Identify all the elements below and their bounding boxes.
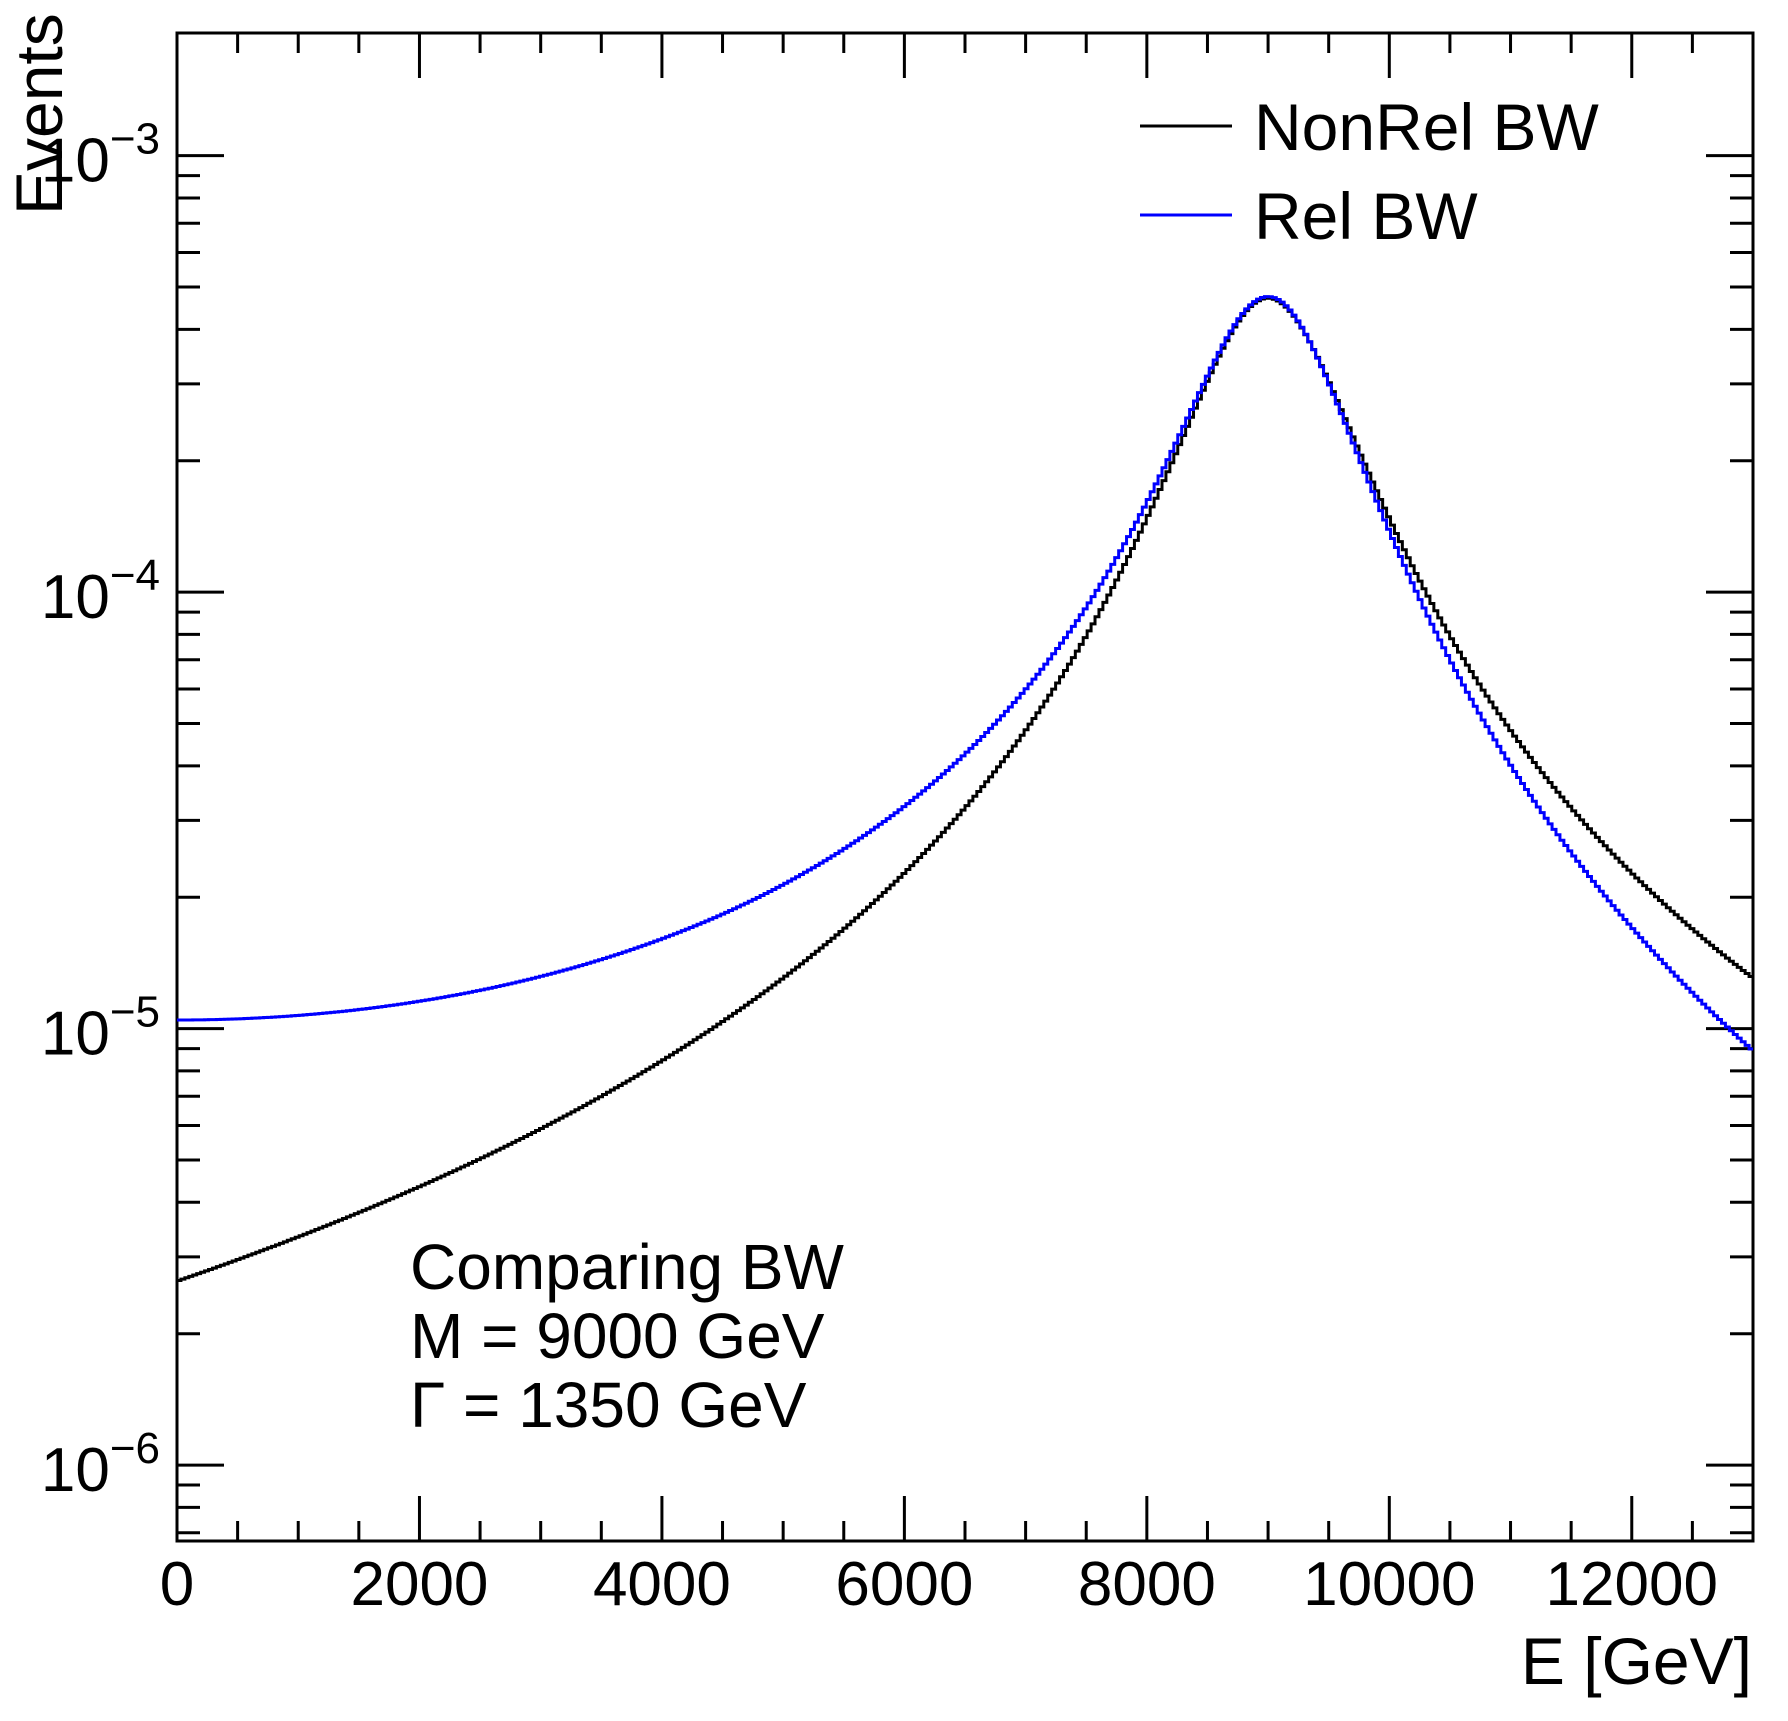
curve-nonrel-bw [177,296,1753,1283]
x-tick-label: 2000 [350,1550,488,1619]
x-tick-label: 4000 [593,1550,731,1619]
annotation-line-title: Comparing BW [410,1231,845,1303]
annotation-text-block: Comparing BW M = 9000 GeV Γ = 1350 GeV [410,1231,845,1441]
y-tick-label: 10−4 [41,551,160,632]
annotation-line-width: Γ = 1350 GeV [410,1369,807,1441]
axis-tick-labels: 0 2000 4000 6000 8000 10000 12000 10−3 10−4 10−5 1… [41,115,1718,1619]
y-tick-label: 10−6 [41,1424,160,1505]
x-tick-label: 0 [160,1550,194,1619]
x-tick-label: 12000 [1546,1550,1718,1619]
annotation-line-mass: M = 9000 GeV [410,1300,825,1372]
curve-rel-bw [177,295,1753,1051]
x-tick-label: 10000 [1303,1550,1475,1619]
x-axis-title: E [GeV] [1521,1624,1752,1698]
legend: NonRel BW Rel BW [1140,90,1599,253]
y-tick-label: 10−3 [41,115,160,196]
legend-entry-rel: Rel BW [1140,179,1478,253]
x-tick-label: 8000 [1078,1550,1216,1619]
x-tick-label: 6000 [835,1550,973,1619]
data-curves [177,295,1753,1283]
axis-ticks [175,33,1755,1541]
legend-entry-nonrel: NonRel BW [1140,90,1599,164]
legend-label-rel: Rel BW [1254,179,1478,253]
legend-label-nonrel: NonRel BW [1254,90,1599,164]
y-tick-label: 10−5 [41,988,160,1069]
y-axis-title: Events [2,13,76,215]
